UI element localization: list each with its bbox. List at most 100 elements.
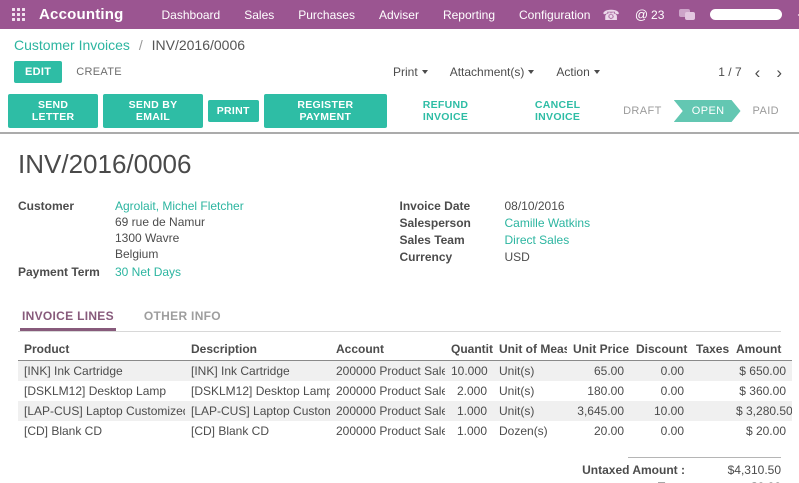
create-button[interactable]: CREATE xyxy=(76,66,122,78)
top-menu: Dashboard Sales Purchases Adviser Report… xyxy=(150,0,603,29)
top-right-tools: ☎ @ 23 Administrator xyxy=(602,6,799,23)
print-menu[interactable]: Print xyxy=(393,65,428,79)
customer-value: Agrolait, Michel Fletcher 69 rue de Namu… xyxy=(115,198,244,262)
col-account: Account xyxy=(330,338,445,361)
pager-next-button[interactable]: › xyxy=(776,62,782,82)
col-unit-price: Unit Price xyxy=(567,338,630,361)
menu-configuration[interactable]: Configuration xyxy=(519,7,591,22)
mentions-counter[interactable]: @ 23 xyxy=(635,7,665,22)
cell-quantity[interactable]: 10.000 xyxy=(451,364,488,378)
cell-description[interactable]: [DSKLM12] Desktop Lamp xyxy=(191,384,330,398)
send-letter-button[interactable]: SEND LETTER xyxy=(8,94,99,128)
status-paid[interactable]: PAID xyxy=(752,105,779,117)
status-open[interactable]: OPEN xyxy=(674,100,741,122)
phone-icon[interactable]: ☎ xyxy=(602,6,620,23)
planner-progress-bar[interactable] xyxy=(710,9,783,20)
statusbar-buttons: SEND LETTER SEND BY EMAIL PRINT REGISTER… xyxy=(8,94,611,128)
cell-uom[interactable]: Unit(s) xyxy=(499,364,535,378)
sales-team-label: Sales Team xyxy=(399,233,465,247)
cell-taxes[interactable] xyxy=(690,361,730,382)
sales-team-link[interactable]: Direct Sales xyxy=(504,233,570,247)
apps-grid-icon[interactable] xyxy=(12,8,25,21)
table-row[interactable]: [LAP-CUS] Laptop Customized [LAP-CUS] La… xyxy=(18,401,792,421)
cell-quantity[interactable]: 1.000 xyxy=(456,424,487,438)
cell-unit-price[interactable]: 3,645.00 xyxy=(577,404,624,418)
menu-reporting[interactable]: Reporting xyxy=(442,7,495,22)
invoice-date-value: 08/10/2016 xyxy=(504,199,565,213)
table-header-row: Product Description Account Quantity Uni… xyxy=(18,338,792,361)
col-taxes: Taxes xyxy=(690,338,730,361)
customer-label: Customer xyxy=(18,199,75,213)
col-unit-of-measure: Unit of Measure xyxy=(493,338,567,361)
cell-account[interactable]: 200000 Product Sales xyxy=(336,404,445,418)
customer-link[interactable]: Agrolait, Michel Fletcher xyxy=(115,199,244,213)
cell-uom[interactable]: Unit(s) xyxy=(499,384,535,398)
print-button[interactable]: PRINT xyxy=(207,100,259,122)
currency-value: USD xyxy=(504,250,530,264)
salesperson-field: Salesperson Camille Watkins xyxy=(400,215,782,231)
cell-description[interactable]: [CD] Blank CD xyxy=(191,424,270,438)
breadcrumb-customer-invoices[interactable]: Customer Invoices xyxy=(14,37,130,53)
cell-unit-price[interactable]: 65.00 xyxy=(593,364,624,378)
status-draft[interactable]: DRAFT xyxy=(623,105,662,117)
menu-sales[interactable]: Sales xyxy=(244,7,275,22)
cancel-invoice-button[interactable]: CANCEL INVOICE xyxy=(504,94,611,128)
edit-button[interactable]: EDIT xyxy=(14,61,63,83)
cell-discount[interactable]: 0.00 xyxy=(660,364,684,378)
table-row[interactable]: [DSKLM12] Desktop Lamp [DSKLM12] Desktop… xyxy=(18,381,792,401)
menu-purchases[interactable]: Purchases xyxy=(298,7,355,22)
cell-account[interactable]: 200000 Product Sales xyxy=(336,384,445,398)
breadcrumb: Customer Invoices / INV/2016/0006 xyxy=(0,29,799,55)
cell-uom[interactable]: Unit(s) xyxy=(499,404,535,418)
cell-taxes[interactable] xyxy=(690,401,730,421)
totals-divider xyxy=(628,457,781,458)
cell-description[interactable]: [LAP-CUS] Laptop Customized xyxy=(191,404,330,418)
chat-icon[interactable] xyxy=(679,8,696,21)
attachments-menu[interactable]: Attachment(s) xyxy=(450,65,535,79)
cell-quantity[interactable]: 2.000 xyxy=(456,384,487,398)
table-row[interactable]: [INK] Ink Cartridge [INK] Ink Cartridge … xyxy=(18,360,792,382)
cell-account[interactable]: 200000 Product Sales xyxy=(336,424,445,438)
tab-invoice-lines[interactable]: INVOICE LINES xyxy=(20,303,116,331)
cell-quantity[interactable]: 1.000 xyxy=(456,404,487,418)
cell-discount[interactable]: 0.00 xyxy=(660,424,684,438)
chevron-down-icon xyxy=(528,70,535,74)
control-panel: EDIT CREATE Print Attachment(s) Action 1… xyxy=(0,55,799,90)
pager: 1 / 7 ‹ › xyxy=(400,64,786,81)
invoice-totals: Untaxed Amount : $4,310.50 Tax : $0.00 T… xyxy=(546,457,781,483)
invoice-lines-table: Product Description Account Quantity Uni… xyxy=(18,338,792,441)
pager-prev-button[interactable]: ‹ xyxy=(754,62,761,82)
cell-discount[interactable]: 0.00 xyxy=(660,384,684,398)
refund-invoice-button[interactable]: REFUND INVOICE xyxy=(392,94,499,128)
cell-product[interactable]: [CD] Blank CD xyxy=(24,424,103,438)
cell-product[interactable]: [LAP-CUS] Laptop Customized xyxy=(24,404,185,418)
cell-amount[interactable]: $ 20.00 xyxy=(745,424,786,438)
cell-unit-price[interactable]: 180.00 xyxy=(587,384,624,398)
cell-unit-price[interactable]: 20.00 xyxy=(593,424,624,438)
menu-dashboard[interactable]: Dashboard xyxy=(161,7,221,22)
action-menu[interactable]: Action xyxy=(556,65,600,79)
table-row[interactable]: [CD] Blank CD [CD] Blank CD 200000 Produ… xyxy=(18,421,792,441)
address-street: 69 rue de Namur xyxy=(115,215,206,229)
send-by-email-button[interactable]: SEND BY EMAIL xyxy=(103,94,203,128)
cell-amount[interactable]: $ 650.00 xyxy=(739,364,786,378)
payment-term-link[interactable]: 30 Net Days xyxy=(115,265,182,279)
tax-label: Tax : xyxy=(546,480,695,483)
cell-uom[interactable]: Dozen(s) xyxy=(499,424,548,438)
register-payment-button[interactable]: REGISTER PAYMENT xyxy=(263,94,387,128)
cell-taxes[interactable] xyxy=(690,381,730,401)
cell-description[interactable]: [INK] Ink Cartridge xyxy=(191,364,290,378)
salesperson-link[interactable]: Camille Watkins xyxy=(504,216,591,230)
customer-address: 69 rue de Namur 1300 Wavre Belgium xyxy=(115,214,244,262)
cell-amount[interactable]: $ 3,280.50 xyxy=(736,404,792,418)
cell-taxes[interactable] xyxy=(690,421,730,441)
cell-product[interactable]: [DSKLM12] Desktop Lamp xyxy=(24,384,167,398)
cell-amount[interactable]: $ 360.00 xyxy=(739,384,786,398)
menu-adviser[interactable]: Adviser xyxy=(378,7,419,22)
salesperson-label: Salesperson xyxy=(399,216,471,230)
status-pipeline: DRAFT OPEN PAID xyxy=(611,100,791,122)
tab-other-info[interactable]: OTHER INFO xyxy=(143,309,221,323)
cell-account[interactable]: 200000 Product Sales xyxy=(336,364,445,378)
cell-product[interactable]: [INK] Ink Cartridge xyxy=(24,364,123,378)
cell-discount[interactable]: 10.00 xyxy=(653,404,684,418)
